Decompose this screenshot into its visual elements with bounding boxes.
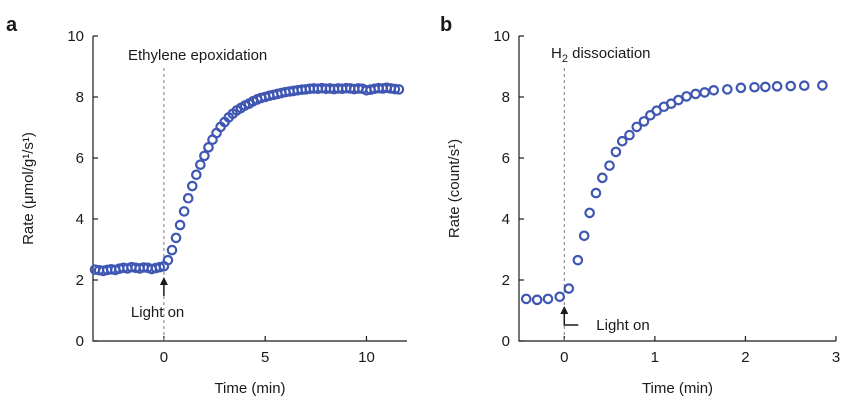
panel-a-data-point xyxy=(389,83,401,95)
panel-b-data-point xyxy=(584,207,595,219)
panel-b-data-point xyxy=(722,84,733,95)
chart-panel-a: a Ethylene epoxidation Light on Time (mi… xyxy=(6,14,407,397)
panel-b-y-tick-label: 2 xyxy=(502,272,510,289)
panel-b-data-point xyxy=(616,135,628,147)
panel-b-data-point xyxy=(681,91,692,102)
panel-a-data-point xyxy=(174,219,186,231)
panel-b-data-point xyxy=(610,146,622,158)
panel-b-title-subscript: 2 xyxy=(562,53,568,65)
panel-b-x-tick-label: 1 xyxy=(651,349,659,366)
panel-a-y-tick-label: 8 xyxy=(76,89,84,106)
panel-b-data-point xyxy=(785,80,797,92)
panel-a-x-tick-label: 5 xyxy=(261,349,269,366)
panel-b-y-tick-label: 4 xyxy=(502,211,510,228)
panel-b-data-point xyxy=(578,230,590,242)
panel-a-data-point xyxy=(170,232,182,244)
panel-letter-b: b xyxy=(440,14,452,36)
panel-a-y-tick-label: 2 xyxy=(76,272,84,289)
panel-b-data-point xyxy=(699,87,710,98)
panel-b-data-point xyxy=(563,283,575,294)
panel-a-x-axis-title: Time (min) xyxy=(214,380,285,397)
panel-a-y-tick-label: 4 xyxy=(76,211,84,228)
panel-b-data-point xyxy=(542,293,554,305)
panel-b-data-point xyxy=(673,94,684,106)
panel-letter-a: a xyxy=(6,14,18,36)
panel-b-light-on-arrow xyxy=(563,312,579,326)
panel-b-data-point xyxy=(708,84,720,96)
panel-a-data-point xyxy=(186,180,198,192)
panel-b-data-point xyxy=(735,82,747,94)
panel-b-data-point xyxy=(638,116,650,127)
panel-a-y-axis-title: Rate (μmol/g¹/s¹) xyxy=(20,132,37,245)
panel-b-y-axis-title: Rate (count/s¹) xyxy=(446,139,463,238)
panel-b-data-point xyxy=(520,293,532,305)
panel-a-x-tick-label: 10 xyxy=(358,349,375,366)
panel-b-data-point xyxy=(760,81,771,93)
panel-b-data-point xyxy=(597,172,608,184)
panel-a-data-point xyxy=(182,192,194,204)
panel-b-data-point xyxy=(604,160,615,171)
panel-b-y-tick-label: 10 xyxy=(493,28,510,45)
chart-panel-b: b H2 dissociation Light on Time (min) Ra… xyxy=(440,14,840,397)
panel-a-data-point xyxy=(199,150,210,162)
panel-b-data-point xyxy=(590,187,602,199)
panel-b-data-point xyxy=(531,294,543,306)
panel-a-data-point xyxy=(393,84,405,95)
panel-b-light-on-arrowhead xyxy=(560,306,569,314)
panel-b-annotation-title: H2 dissociation xyxy=(551,45,651,65)
panel-b-data-point xyxy=(771,81,783,92)
panel-a-data-point xyxy=(203,142,214,153)
panel-a-x-tick-label: 0 xyxy=(160,349,168,366)
panel-a-y-tick-label: 0 xyxy=(76,333,84,350)
panel-b-title-rest: dissociation xyxy=(568,45,651,62)
panel-b-data-point xyxy=(631,121,643,133)
panel-b-y-tick-label: 0 xyxy=(502,333,510,350)
panel-b-x-tick-label: 0 xyxy=(560,349,568,366)
panel-b-x-tick-label: 3 xyxy=(832,349,840,366)
panel-b-light-on-label: Light on xyxy=(596,317,649,334)
panel-a-annotation-title: Ethylene epoxidation xyxy=(128,47,267,64)
panel-a-data-point xyxy=(166,244,178,256)
panel-b-title-main: H xyxy=(551,45,562,62)
panel-b-x-axis-title: Time (min) xyxy=(642,380,713,397)
panel-a-data-point xyxy=(195,159,206,171)
panel-b-data-point xyxy=(798,80,810,92)
panel-a-light-on-label: Light on xyxy=(131,304,184,321)
panel-b-data-point xyxy=(554,291,566,303)
panel-b-data-point xyxy=(817,80,828,91)
panel-a-data-point xyxy=(191,169,202,181)
panel-b-y-tick-label: 8 xyxy=(502,89,510,106)
panel-a-y-tick-label: 10 xyxy=(67,28,84,45)
panel-b-y-tick-label: 6 xyxy=(502,150,510,167)
panel-b-data-point xyxy=(690,88,701,100)
panel-a-data-point xyxy=(162,254,174,266)
panel-b-data-point xyxy=(749,81,760,93)
panel-a-light-on-arrowhead xyxy=(159,277,168,285)
panel-b-data-point xyxy=(624,129,635,141)
panel-b-data-point xyxy=(572,254,584,266)
panel-a-data-point xyxy=(178,206,190,217)
panel-b-x-tick-label: 2 xyxy=(741,349,749,366)
panel-a-axes xyxy=(92,36,407,342)
panel-a-y-tick-label: 6 xyxy=(76,150,84,167)
